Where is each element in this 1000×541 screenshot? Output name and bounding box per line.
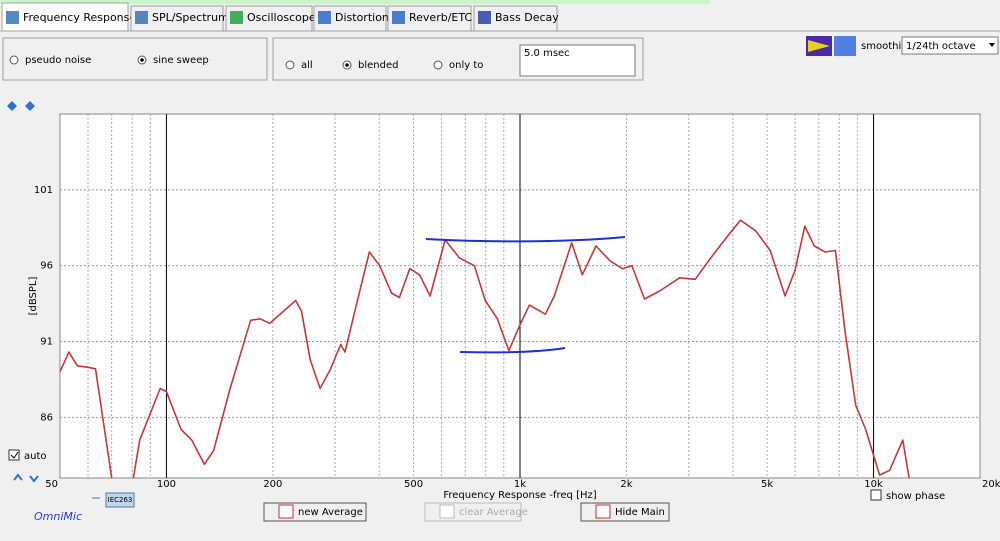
radio-groups: pseudo noise sine sweep all blended only to bbox=[9, 55, 483, 71]
annotation-lower bbox=[459, 347, 566, 354]
zoom-icons[interactable] bbox=[7, 101, 35, 111]
x-tick-label: 10k bbox=[864, 479, 883, 490]
button-label: new Average bbox=[298, 507, 363, 518]
radio-label: all bbox=[301, 60, 313, 71]
tab-label: Bass Decay bbox=[495, 11, 559, 24]
x-tick-label: 50 bbox=[45, 479, 58, 490]
radio-label: only to bbox=[449, 60, 483, 71]
x-tick-label: 500 bbox=[404, 479, 423, 490]
response-curve bbox=[60, 219, 910, 478]
radio-label: sine sweep bbox=[153, 55, 209, 66]
y-tick-label: 96 bbox=[40, 261, 53, 272]
x-tick-label: 20k bbox=[982, 479, 1000, 490]
top-strip bbox=[0, 0, 710, 4]
tab-bar: Frequency Response SPL/Spectrum Oscillosco… bbox=[1, 2, 559, 32]
check-mark bbox=[10, 451, 19, 459]
smoothing-select[interactable] bbox=[901, 36, 999, 55]
grid bbox=[60, 114, 980, 478]
dropdown-arrow bbox=[989, 43, 995, 47]
radio-dot bbox=[140, 58, 144, 62]
legend-box[interactable] bbox=[105, 492, 135, 508]
button-row: new Average clear Average Hide Main bbox=[263, 502, 670, 522]
curve-group bbox=[60, 219, 910, 478]
tab-icon bbox=[318, 11, 331, 24]
window-input[interactable] bbox=[519, 44, 636, 77]
y-tick-label: 101 bbox=[34, 185, 53, 196]
radio-button[interactable] bbox=[433, 60, 443, 70]
tab-icon bbox=[478, 11, 491, 24]
smoothing-value: 1/24th octave bbox=[906, 41, 976, 52]
color-icon-shape bbox=[808, 40, 830, 52]
radio-label: blended bbox=[358, 60, 398, 71]
graph-icon[interactable] bbox=[834, 36, 856, 56]
button-icon bbox=[439, 504, 455, 519]
auto-checkbox[interactable] bbox=[8, 449, 20, 461]
tab-label: Frequency Response bbox=[23, 11, 136, 24]
button-label: Hide Main bbox=[615, 507, 665, 518]
radio-label: pseudo noise bbox=[25, 55, 91, 66]
legend-tag: IEC263 bbox=[108, 496, 133, 504]
tab-label: Distortion bbox=[335, 11, 389, 24]
y-tick-label: 91 bbox=[40, 337, 53, 348]
x-tick-label: 5k bbox=[761, 479, 773, 490]
tab-icon bbox=[230, 11, 243, 24]
annotation-upper bbox=[425, 236, 626, 243]
button-icon bbox=[278, 504, 294, 519]
button-label: clear Average bbox=[459, 507, 528, 518]
radio-dot bbox=[345, 63, 349, 67]
tab-icon bbox=[392, 11, 405, 24]
x-tick-label: 1k bbox=[514, 479, 526, 490]
show-phase-label: show phase bbox=[886, 491, 945, 502]
x-axis-label: Frequency Response -freq [Hz] bbox=[443, 490, 596, 501]
tab-label: Reverb/ETC bbox=[409, 11, 472, 24]
brand: OmniMic bbox=[34, 510, 82, 523]
window-input-text: 5.0 msec bbox=[524, 48, 570, 59]
tab-icon bbox=[6, 11, 19, 24]
scroll-arrows[interactable] bbox=[13, 473, 39, 483]
tab-icon bbox=[135, 11, 148, 24]
source-panel bbox=[2, 37, 268, 81]
x-tick-label: 100 bbox=[157, 479, 176, 490]
tab[interactable] bbox=[387, 5, 472, 32]
y-tick-label: 86 bbox=[40, 412, 53, 423]
x-tick-label: 200 bbox=[263, 479, 282, 490]
radio-button[interactable] bbox=[285, 60, 295, 70]
tab[interactable] bbox=[1, 2, 129, 32]
auto-label: auto bbox=[24, 451, 47, 462]
y-axis-label: [dBSPL] bbox=[28, 277, 39, 316]
show-phase-checkbox[interactable] bbox=[870, 489, 882, 501]
smoothing-label: smoothing bbox=[861, 41, 914, 52]
radio-button[interactable] bbox=[9, 55, 19, 65]
tab-label: Oscilloscope bbox=[247, 11, 316, 24]
button-icon bbox=[595, 504, 611, 519]
x-tick-label: 2k bbox=[620, 479, 632, 490]
tab-label: SPL/Spectrum bbox=[152, 11, 229, 24]
